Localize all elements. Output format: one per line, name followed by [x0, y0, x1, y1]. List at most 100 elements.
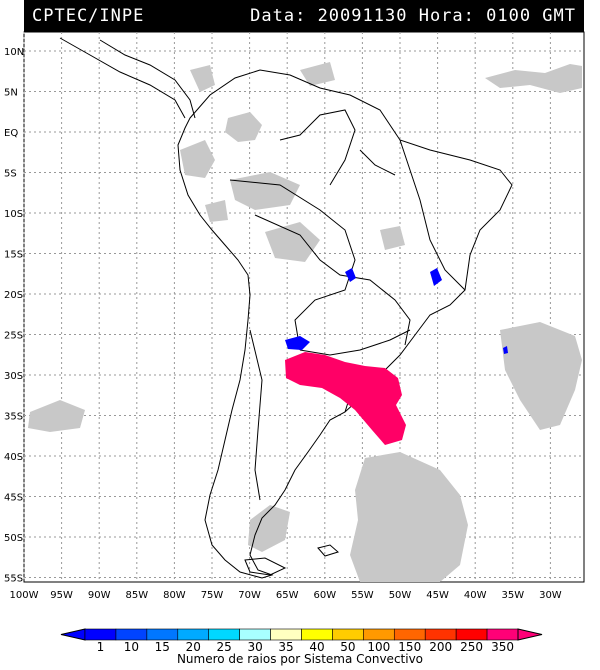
lon-label: 90W — [88, 590, 111, 601]
legend-swatch — [84, 628, 117, 641]
lon-label: 50W — [389, 590, 412, 601]
legend-tick-label: 100 — [367, 640, 390, 654]
cloud-patches-west — [205, 200, 228, 222]
legend-swatch — [115, 628, 148, 641]
legend-tick-label: 10 — [124, 640, 139, 654]
lat-label: 50S — [4, 533, 23, 544]
lat-label: 10S — [4, 209, 23, 220]
lon-label: 65W — [276, 590, 299, 601]
legend-swatch — [393, 628, 426, 641]
cloud-bolivia — [265, 222, 320, 262]
convective-system-high — [285, 352, 406, 445]
datetime-label: Data: 20091130 Hora: 0100 GMT — [250, 6, 576, 26]
legend-tick-label: 25 — [217, 640, 232, 654]
lat-label: 15S — [4, 250, 23, 261]
legend-swatch — [270, 628, 302, 641]
central-america-coast — [99, 39, 196, 119]
lon-label: 75W — [201, 590, 224, 601]
border-3 — [299, 329, 411, 356]
border-7 — [249, 329, 263, 501]
border-6 — [399, 139, 466, 291]
cloud-atlantic-north — [485, 64, 582, 93]
cloud-amazon-west — [180, 140, 215, 178]
cloud-centralbr — [380, 226, 405, 250]
legend-arrow-right — [517, 628, 543, 641]
legend-colorbar — [60, 628, 543, 641]
cloud-patagonia-land — [248, 505, 290, 552]
lon-label: 30W — [539, 590, 562, 601]
central-america-coast-b — [59, 37, 186, 119]
legend-swatch — [177, 628, 210, 641]
source-label: CPTEC/INPE — [32, 6, 145, 26]
lat-label: 5N — [4, 88, 18, 99]
lon-label: 35W — [501, 590, 524, 601]
cloud-pacific-south — [28, 400, 85, 432]
legend-swatch — [301, 628, 333, 641]
convective-system-paraguay — [285, 336, 310, 350]
legend-tick-label: 30 — [247, 640, 262, 654]
cloud-amazon-north — [190, 65, 215, 92]
legend-swatch — [146, 628, 179, 641]
lat-label: 35S — [4, 412, 23, 423]
lon-label: 80W — [163, 590, 186, 601]
cloud-patagonia-sea — [350, 452, 468, 582]
convective-system-atlantic — [503, 346, 508, 354]
cloud-guyana — [300, 62, 335, 86]
south-america-coast — [177, 69, 513, 579]
lat-label: 55S — [4, 574, 23, 585]
lon-label: 95W — [50, 590, 73, 601]
cloud-areas — [28, 62, 582, 582]
legend-ticks: 1 10 15 20 25 30 35 40 50 100 150 200 250 350 — [97, 640, 514, 654]
legend-tick-label: 20 — [186, 640, 201, 654]
legend-tick-label: 150 — [398, 640, 421, 654]
legend-tick-label: 15 — [155, 640, 170, 654]
border-8 — [359, 149, 396, 176]
legend-title: Numero de raios por Sistema Convectivo — [176, 652, 424, 666]
lat-label: 20S — [4, 290, 23, 301]
lon-label: 100W — [10, 590, 39, 601]
legend-tick-label: 1 — [97, 640, 105, 654]
legend-swatch — [486, 628, 519, 641]
lon-label: 40W — [464, 590, 487, 601]
longitude-labels: 100W 95W 90W 85W 80W 75W 70W 65W 60W 55W 50W 45W 40W… — [10, 590, 562, 601]
convective-system-mg — [430, 268, 442, 286]
latitude-labels: 10N 5N EQ 5S 10S 15S 20S 25S 30S 35S 40S 45S 50S 55S — [4, 47, 24, 585]
tierra-del-fuego — [244, 557, 287, 576]
lon-label: 85W — [125, 590, 148, 601]
lon-label: 45W — [426, 590, 449, 601]
map-frame — [23, 31, 585, 583]
border-1 — [229, 179, 356, 351]
legend-tick-label: 35 — [278, 640, 293, 654]
legend-tick-label: 250 — [460, 640, 483, 654]
legend-swatch — [332, 628, 364, 641]
lat-label: 25S — [4, 331, 23, 342]
lat-label: 40S — [4, 452, 23, 463]
legend-tick-label: 350 — [491, 640, 514, 654]
border-5 — [279, 109, 356, 186]
convective-system-mt — [345, 268, 356, 282]
map-header: CPTEC/INPE Data: 20091130 Hora: 0100 GMT — [24, 0, 584, 32]
lat-label: 5S — [4, 169, 17, 180]
time-label: Hora: 0100 GMT — [418, 6, 576, 26]
lat-label: 45S — [4, 493, 23, 504]
legend-tick-label: 40 — [309, 640, 324, 654]
cloud-andes-north — [225, 112, 262, 142]
lat-label: 30S — [4, 371, 23, 382]
lat-label: 10N — [4, 47, 24, 58]
coastlines — [59, 37, 513, 579]
legend-swatch — [455, 628, 488, 641]
legend-swatch — [424, 628, 457, 641]
legend-arrow-left — [60, 628, 86, 641]
cloud-atlantic-east — [500, 322, 582, 430]
date-label: Data: 20091130 — [250, 6, 408, 26]
legend-swatch — [208, 628, 240, 641]
lon-label: 55W — [351, 590, 374, 601]
legend-swatch — [363, 628, 395, 641]
lon-label: 70W — [238, 590, 261, 601]
falklands — [317, 544, 340, 557]
legend-tick-label: 200 — [429, 640, 452, 654]
legend-swatch — [239, 628, 271, 641]
lon-label: 60W — [313, 590, 336, 601]
convective-systems-low — [285, 268, 508, 354]
